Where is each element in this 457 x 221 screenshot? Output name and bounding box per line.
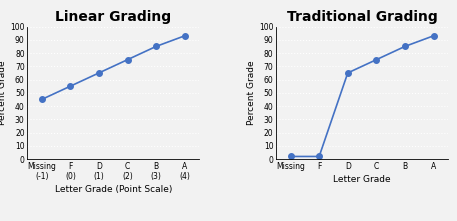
Y-axis label: Percent Grade: Percent Grade xyxy=(247,61,256,125)
X-axis label: Letter Grade: Letter Grade xyxy=(333,175,391,184)
Y-axis label: Percent Grade: Percent Grade xyxy=(0,61,7,125)
Title: Traditional Grading: Traditional Grading xyxy=(287,10,437,24)
X-axis label: Letter Grade (Point Scale): Letter Grade (Point Scale) xyxy=(54,185,172,194)
Title: Linear Grading: Linear Grading xyxy=(55,10,171,24)
